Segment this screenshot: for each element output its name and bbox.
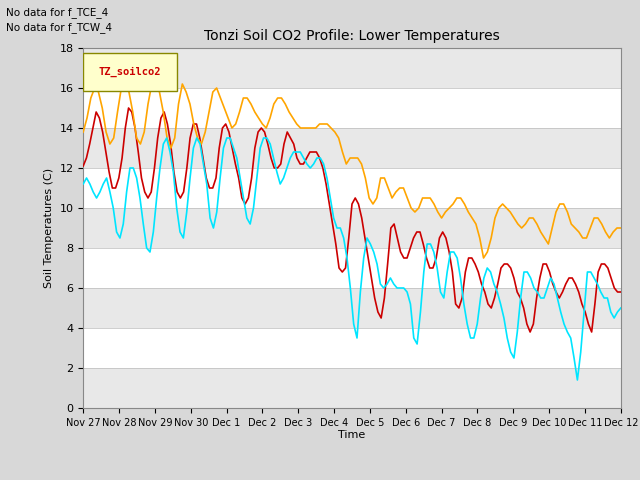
- X-axis label: Time: Time: [339, 431, 365, 441]
- Bar: [83, 128, 621, 168]
- Text: No data for f_TCW_4: No data for f_TCW_4: [6, 22, 113, 33]
- Bar: [83, 48, 621, 88]
- Title: Tonzi Soil CO2 Profile: Lower Temperatures: Tonzi Soil CO2 Profile: Lower Temperatur…: [204, 29, 500, 43]
- Bar: [83, 88, 621, 128]
- Bar: [83, 248, 621, 288]
- Bar: [83, 288, 621, 328]
- Bar: [83, 368, 621, 408]
- Bar: [83, 168, 621, 208]
- FancyBboxPatch shape: [83, 53, 177, 91]
- Y-axis label: Soil Temperatures (C): Soil Temperatures (C): [44, 168, 54, 288]
- Bar: [83, 208, 621, 248]
- Text: No data for f_TCE_4: No data for f_TCE_4: [6, 7, 109, 18]
- Text: TZ_soilco2: TZ_soilco2: [99, 67, 161, 77]
- Bar: [83, 328, 621, 368]
- Legend: Open -8cm, Tree -8cm, Tree2 -8cm: Open -8cm, Tree -8cm, Tree2 -8cm: [186, 475, 518, 480]
